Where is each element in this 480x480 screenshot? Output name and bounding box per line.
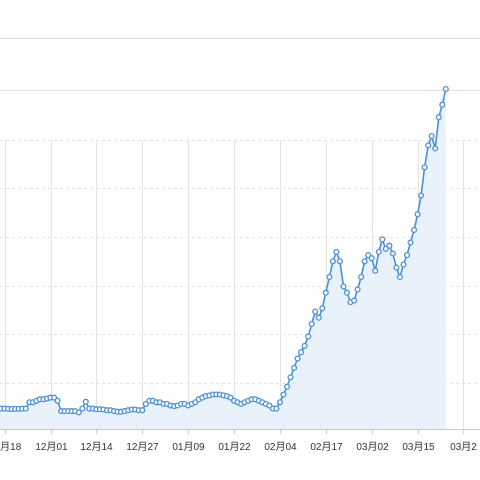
data-point — [336, 258, 343, 265]
data-point — [291, 364, 298, 371]
data-point — [79, 405, 86, 412]
data-point — [329, 258, 336, 265]
x-tick-label: 02月04 — [264, 441, 297, 453]
data-point — [315, 314, 322, 321]
data-point — [428, 132, 435, 140]
data-point — [421, 164, 428, 171]
data-point — [192, 399, 199, 406]
data-point — [393, 264, 400, 271]
data-point — [298, 349, 305, 356]
data-point — [414, 211, 421, 218]
x-tick-label: 01月22 — [218, 441, 251, 453]
data-point — [287, 374, 294, 381]
data-point — [386, 242, 393, 249]
data-point — [418, 192, 425, 199]
data-point — [305, 333, 312, 340]
data-point — [368, 255, 375, 262]
data-point — [351, 297, 358, 304]
data-point — [227, 394, 234, 401]
data-point — [403, 252, 411, 259]
data-point — [319, 305, 326, 312]
data-point — [54, 397, 61, 404]
data-point — [301, 342, 308, 349]
data-point — [312, 308, 319, 315]
data-point — [340, 283, 347, 290]
data-point — [142, 400, 149, 407]
data-point — [75, 409, 82, 416]
data-point — [442, 85, 449, 93]
x-tick-label: 12月14 — [80, 441, 113, 453]
x-tick-label: 12月27 — [126, 441, 159, 453]
data-point — [425, 142, 432, 149]
data-point — [294, 355, 301, 362]
x-tick-label: 12月01 — [35, 441, 68, 453]
data-point — [139, 407, 146, 414]
data-point — [308, 320, 315, 328]
data-point — [375, 248, 382, 255]
data-point — [276, 399, 283, 406]
x-tick-label: 03月15 — [402, 441, 435, 453]
data-point — [358, 273, 365, 281]
data-point — [361, 258, 368, 265]
x-tick-label: 02月17 — [310, 441, 343, 453]
x-tick-label: 01月09 — [172, 441, 205, 453]
data-point — [283, 383, 291, 390]
data-point — [343, 289, 351, 296]
data-point — [322, 289, 329, 296]
x-tick-label: 03月02 — [356, 441, 389, 453]
data-point — [400, 261, 407, 268]
data-point — [273, 405, 280, 412]
data-point — [379, 236, 386, 243]
data-point — [82, 398, 89, 405]
data-point — [22, 405, 29, 412]
data-point — [354, 286, 361, 293]
data-point — [326, 273, 333, 281]
data-point — [372, 267, 379, 274]
data-point — [439, 101, 446, 108]
data-point — [389, 250, 396, 257]
series-markers — [0, 85, 449, 416]
data-point — [432, 145, 439, 152]
data-point — [280, 391, 287, 398]
x-tick-label: 03月2 — [450, 441, 477, 453]
x-tick-label: 11月18 — [0, 441, 22, 453]
data-point — [382, 245, 389, 252]
data-point — [396, 273, 403, 281]
data-point — [407, 239, 414, 246]
data-point — [435, 114, 442, 121]
horizontal-gridlines — [0, 38, 480, 384]
data-point — [333, 248, 340, 255]
data-point — [411, 226, 418, 234]
x-axis-ticks: 11月18 12月01 12月14 12月27 01月09 01月22 02月04 02月17… — [0, 429, 477, 453]
series-area — [0, 89, 446, 429]
